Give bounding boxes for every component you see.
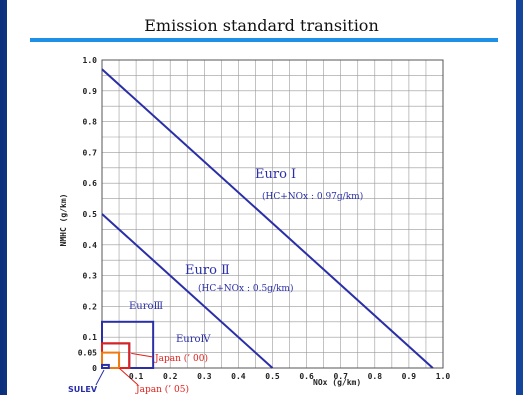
japan05-label: Japan (’ 05) — [135, 384, 189, 395]
y-tick-label: 0.2 — [83, 302, 98, 311]
sulev-label: SULEV — [68, 385, 98, 394]
y-tick-label: 0.1 — [83, 333, 98, 342]
y-tick-label: 0.5 — [83, 210, 98, 219]
x-tick-label: 0.3 — [197, 372, 212, 381]
y-tick-label: 0.8 — [83, 118, 98, 127]
x-tick-label: 0.4 — [231, 372, 246, 381]
y-tick-label: 1.0 — [83, 56, 98, 65]
grid — [101, 59, 444, 369]
series-euro-iii-box — [101, 320, 155, 369]
euro1-label: Euro Ⅰ — [255, 167, 296, 182]
japan00-label: Japan (’ 00) — [154, 353, 208, 364]
series-layer — [95, 68, 434, 386]
y-tick-label: 0.4 — [83, 241, 98, 250]
y-tick-label: 0.05 — [78, 349, 97, 358]
series-japan-05-box — [101, 351, 121, 370]
y-tick-label: 0.3 — [83, 272, 98, 281]
series-sulev-box — [101, 363, 110, 370]
y-tick-label: 0.6 — [83, 179, 98, 188]
euro3-label: EuroⅢ — [129, 301, 164, 312]
slide-title: Emission standard transition — [144, 16, 379, 35]
y-tick-label: 0 — [92, 364, 97, 373]
series-euro-ii-line — [101, 213, 274, 369]
tick-labels: 0.1 0.2 0.3 0.4 0.5 0.6 0.7 0.8 0.9 1.0 0 0.05 0.1 0.… — [78, 56, 451, 381]
euro4-label: EuroⅣ — [176, 334, 212, 345]
x-tick-label: 0.7 — [333, 372, 348, 381]
euro2-label: Euro Ⅱ — [185, 263, 230, 278]
series-euro-i-line — [101, 68, 434, 369]
x-tick-label: 0.9 — [402, 372, 417, 381]
y-axis-title: NMHC (g/km) — [59, 194, 68, 247]
euro1-note: (HC+NOx : 0.97g/km) — [262, 191, 363, 202]
slide-panel — [7, 0, 516, 395]
japan00-leader — [131, 352, 154, 358]
y-tick-label: 0.9 — [83, 87, 98, 96]
euro2-note: (HC+NOx : 0.5g/km) — [198, 283, 293, 294]
x-tick-label: 0.5 — [265, 372, 280, 381]
y-tick-label: 0.7 — [83, 148, 98, 157]
x-tick-label: 0.2 — [163, 372, 178, 381]
x-tick-label: 0.1 — [129, 372, 144, 381]
x-tick-label: 0.8 — [368, 372, 383, 381]
x-tick-label: 0.6 — [299, 372, 314, 381]
sulev-leader — [95, 369, 105, 386]
japan05-leader — [118, 367, 139, 386]
title-underline — [30, 38, 498, 42]
x-tick-label: 1.0 — [436, 372, 451, 381]
x-axis-title: NOx (g/km) — [313, 378, 361, 387]
